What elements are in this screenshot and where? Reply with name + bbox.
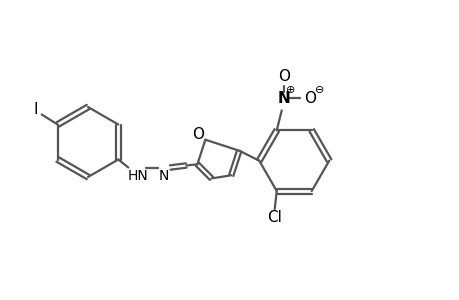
Text: O: O <box>277 69 289 84</box>
Text: N: N <box>277 91 290 106</box>
Text: ⊕: ⊕ <box>285 85 295 95</box>
Text: O: O <box>303 91 315 106</box>
Text: O: O <box>192 127 204 142</box>
Text: ⊖: ⊖ <box>314 85 324 95</box>
Text: N: N <box>159 169 169 184</box>
Text: HN: HN <box>128 169 148 184</box>
Text: Cl: Cl <box>267 209 281 224</box>
Text: I: I <box>34 102 38 117</box>
